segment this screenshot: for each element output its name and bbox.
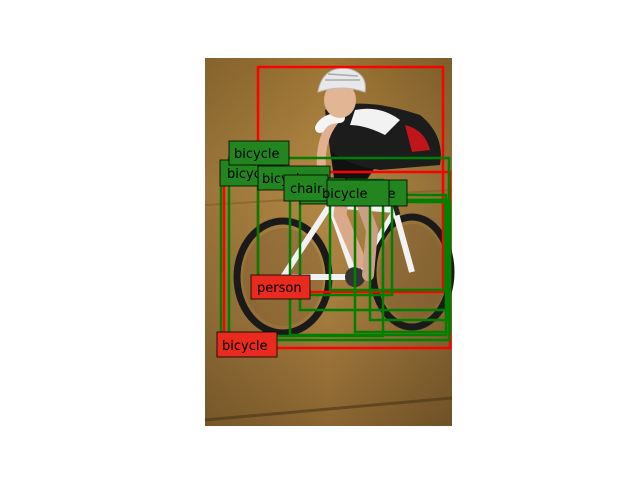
- photo: [204, 58, 455, 426]
- label-text: bicycle: [322, 187, 367, 202]
- label-person: person: [250, 274, 311, 300]
- label-text: chair: [290, 182, 323, 197]
- label-bicycle-red: bicycle: [216, 331, 278, 358]
- label-text: bicycle: [222, 339, 267, 354]
- label-text: bicycle: [234, 147, 279, 162]
- label-bicycle-e: bicycle: [322, 179, 390, 207]
- green-box-bicycle-6: [368, 198, 450, 322]
- label-bicycle-b: bicycle: [228, 140, 290, 166]
- label-text: person: [257, 281, 302, 296]
- label-chair-b: chair: [283, 174, 329, 202]
